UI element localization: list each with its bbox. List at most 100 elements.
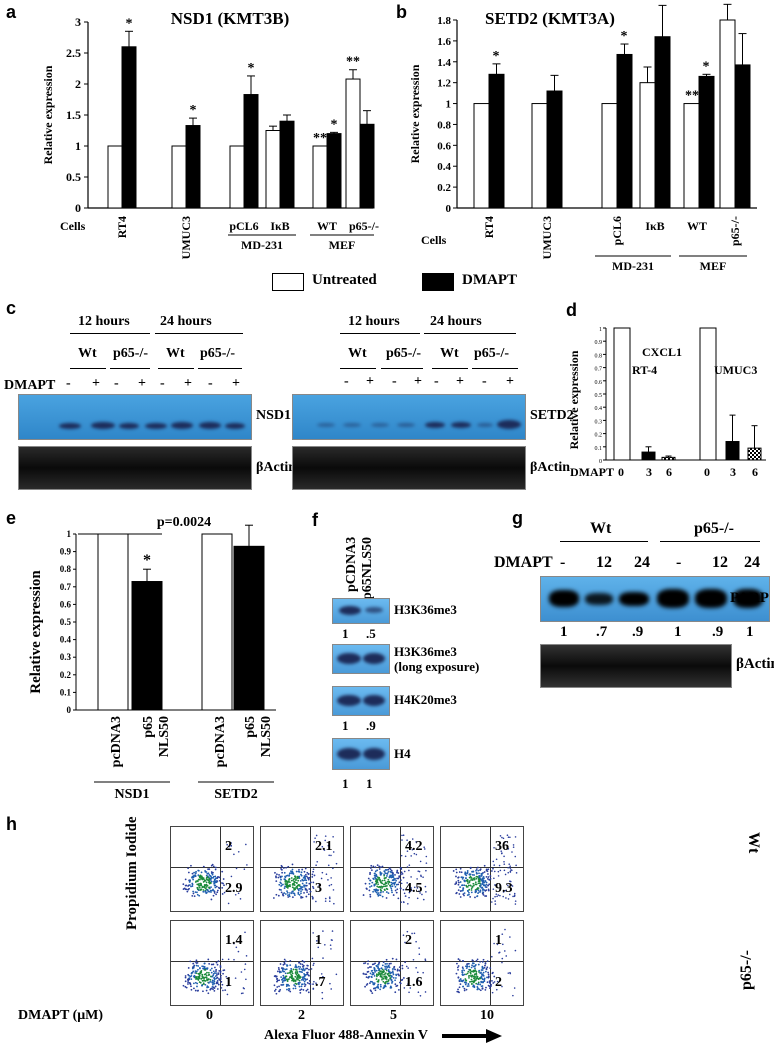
dot bbox=[223, 969, 226, 971]
dot bbox=[504, 841, 507, 843]
dot bbox=[489, 967, 492, 969]
dot bbox=[384, 885, 387, 888]
dot bbox=[371, 992, 374, 995]
dot bbox=[322, 930, 324, 932]
dot bbox=[394, 889, 397, 892]
dot bbox=[404, 895, 407, 897]
dot bbox=[288, 988, 291, 990]
dot bbox=[401, 967, 404, 970]
dot bbox=[498, 864, 501, 867]
dot bbox=[223, 891, 226, 894]
dot bbox=[297, 876, 300, 879]
dot bbox=[305, 875, 308, 878]
dot bbox=[197, 869, 200, 872]
dot bbox=[477, 983, 479, 986]
f-q1-b: .5 bbox=[366, 626, 376, 641]
dot bbox=[315, 900, 317, 903]
dot bbox=[302, 967, 305, 970]
dot bbox=[305, 879, 308, 882]
dot bbox=[473, 986, 476, 989]
dot bbox=[212, 894, 215, 897]
dot bbox=[383, 888, 386, 891]
flow-dots bbox=[182, 931, 248, 996]
dot bbox=[215, 981, 218, 984]
dot bbox=[242, 992, 244, 994]
panel-label-h: h bbox=[6, 814, 17, 834]
dot bbox=[212, 974, 215, 977]
dot bbox=[283, 970, 286, 973]
dot bbox=[473, 874, 476, 876]
dot bbox=[205, 886, 208, 888]
dot bbox=[382, 973, 384, 976]
panel-label-c: c bbox=[6, 298, 17, 318]
dot bbox=[297, 889, 300, 892]
dot bbox=[482, 974, 485, 977]
dot bbox=[245, 955, 248, 957]
dot bbox=[286, 988, 288, 991]
dot bbox=[373, 974, 376, 977]
dot bbox=[473, 878, 476, 881]
dot bbox=[408, 991, 410, 994]
dot bbox=[396, 877, 398, 880]
dot bbox=[366, 983, 369, 985]
dot bbox=[213, 882, 215, 885]
dot bbox=[308, 980, 311, 982]
dot bbox=[467, 884, 470, 887]
dot bbox=[207, 982, 210, 984]
dot bbox=[374, 870, 377, 873]
dot bbox=[198, 981, 201, 983]
dot bbox=[400, 873, 402, 876]
dot bbox=[416, 878, 418, 880]
dot bbox=[487, 975, 490, 978]
dot bbox=[380, 967, 383, 970]
dot bbox=[415, 940, 417, 943]
dot bbox=[193, 987, 195, 990]
dot bbox=[390, 874, 393, 877]
dot bbox=[466, 985, 469, 988]
dot bbox=[385, 958, 388, 961]
dot bbox=[459, 881, 462, 883]
dot bbox=[194, 872, 197, 875]
dot bbox=[375, 978, 378, 981]
dot bbox=[289, 990, 292, 993]
dot bbox=[295, 882, 298, 884]
dot bbox=[507, 836, 510, 839]
dot bbox=[190, 972, 193, 975]
c-left-g4: p65-/- bbox=[200, 346, 235, 361]
significance-star: ** bbox=[685, 89, 699, 104]
dot bbox=[457, 976, 460, 979]
chart-title: SETD2 (KMT3A) bbox=[485, 9, 615, 28]
dot bbox=[202, 982, 205, 985]
dot bbox=[329, 897, 331, 900]
dot bbox=[284, 876, 287, 879]
y-tick-label: 0.5 bbox=[60, 617, 72, 627]
dot bbox=[292, 879, 295, 881]
y-tick-label: 1 bbox=[446, 99, 452, 111]
y-tick-label: 1.5 bbox=[66, 108, 81, 122]
y-tick-label: 0.7 bbox=[60, 582, 72, 592]
dot bbox=[291, 870, 294, 873]
dot bbox=[476, 876, 479, 878]
p-value: p=0.0024 bbox=[157, 515, 211, 530]
dot bbox=[471, 878, 473, 881]
dot bbox=[383, 973, 386, 976]
dot bbox=[213, 976, 216, 979]
g-ko: p65-/- bbox=[694, 520, 734, 537]
band bbox=[339, 606, 361, 615]
bar bbox=[97, 533, 129, 711]
dot bbox=[184, 976, 187, 979]
x-tick-label: 3 bbox=[646, 465, 652, 479]
dot bbox=[397, 872, 400, 874]
g-quant-value: 1 bbox=[560, 624, 568, 640]
dot bbox=[388, 881, 391, 884]
dot bbox=[382, 969, 385, 972]
dot bbox=[486, 981, 489, 984]
dot bbox=[287, 989, 290, 992]
dot bbox=[512, 844, 515, 846]
dot bbox=[420, 874, 422, 877]
dot bbox=[314, 837, 316, 839]
dot bbox=[466, 894, 469, 897]
dot bbox=[394, 878, 397, 880]
dot bbox=[384, 968, 387, 971]
dot bbox=[473, 977, 475, 980]
